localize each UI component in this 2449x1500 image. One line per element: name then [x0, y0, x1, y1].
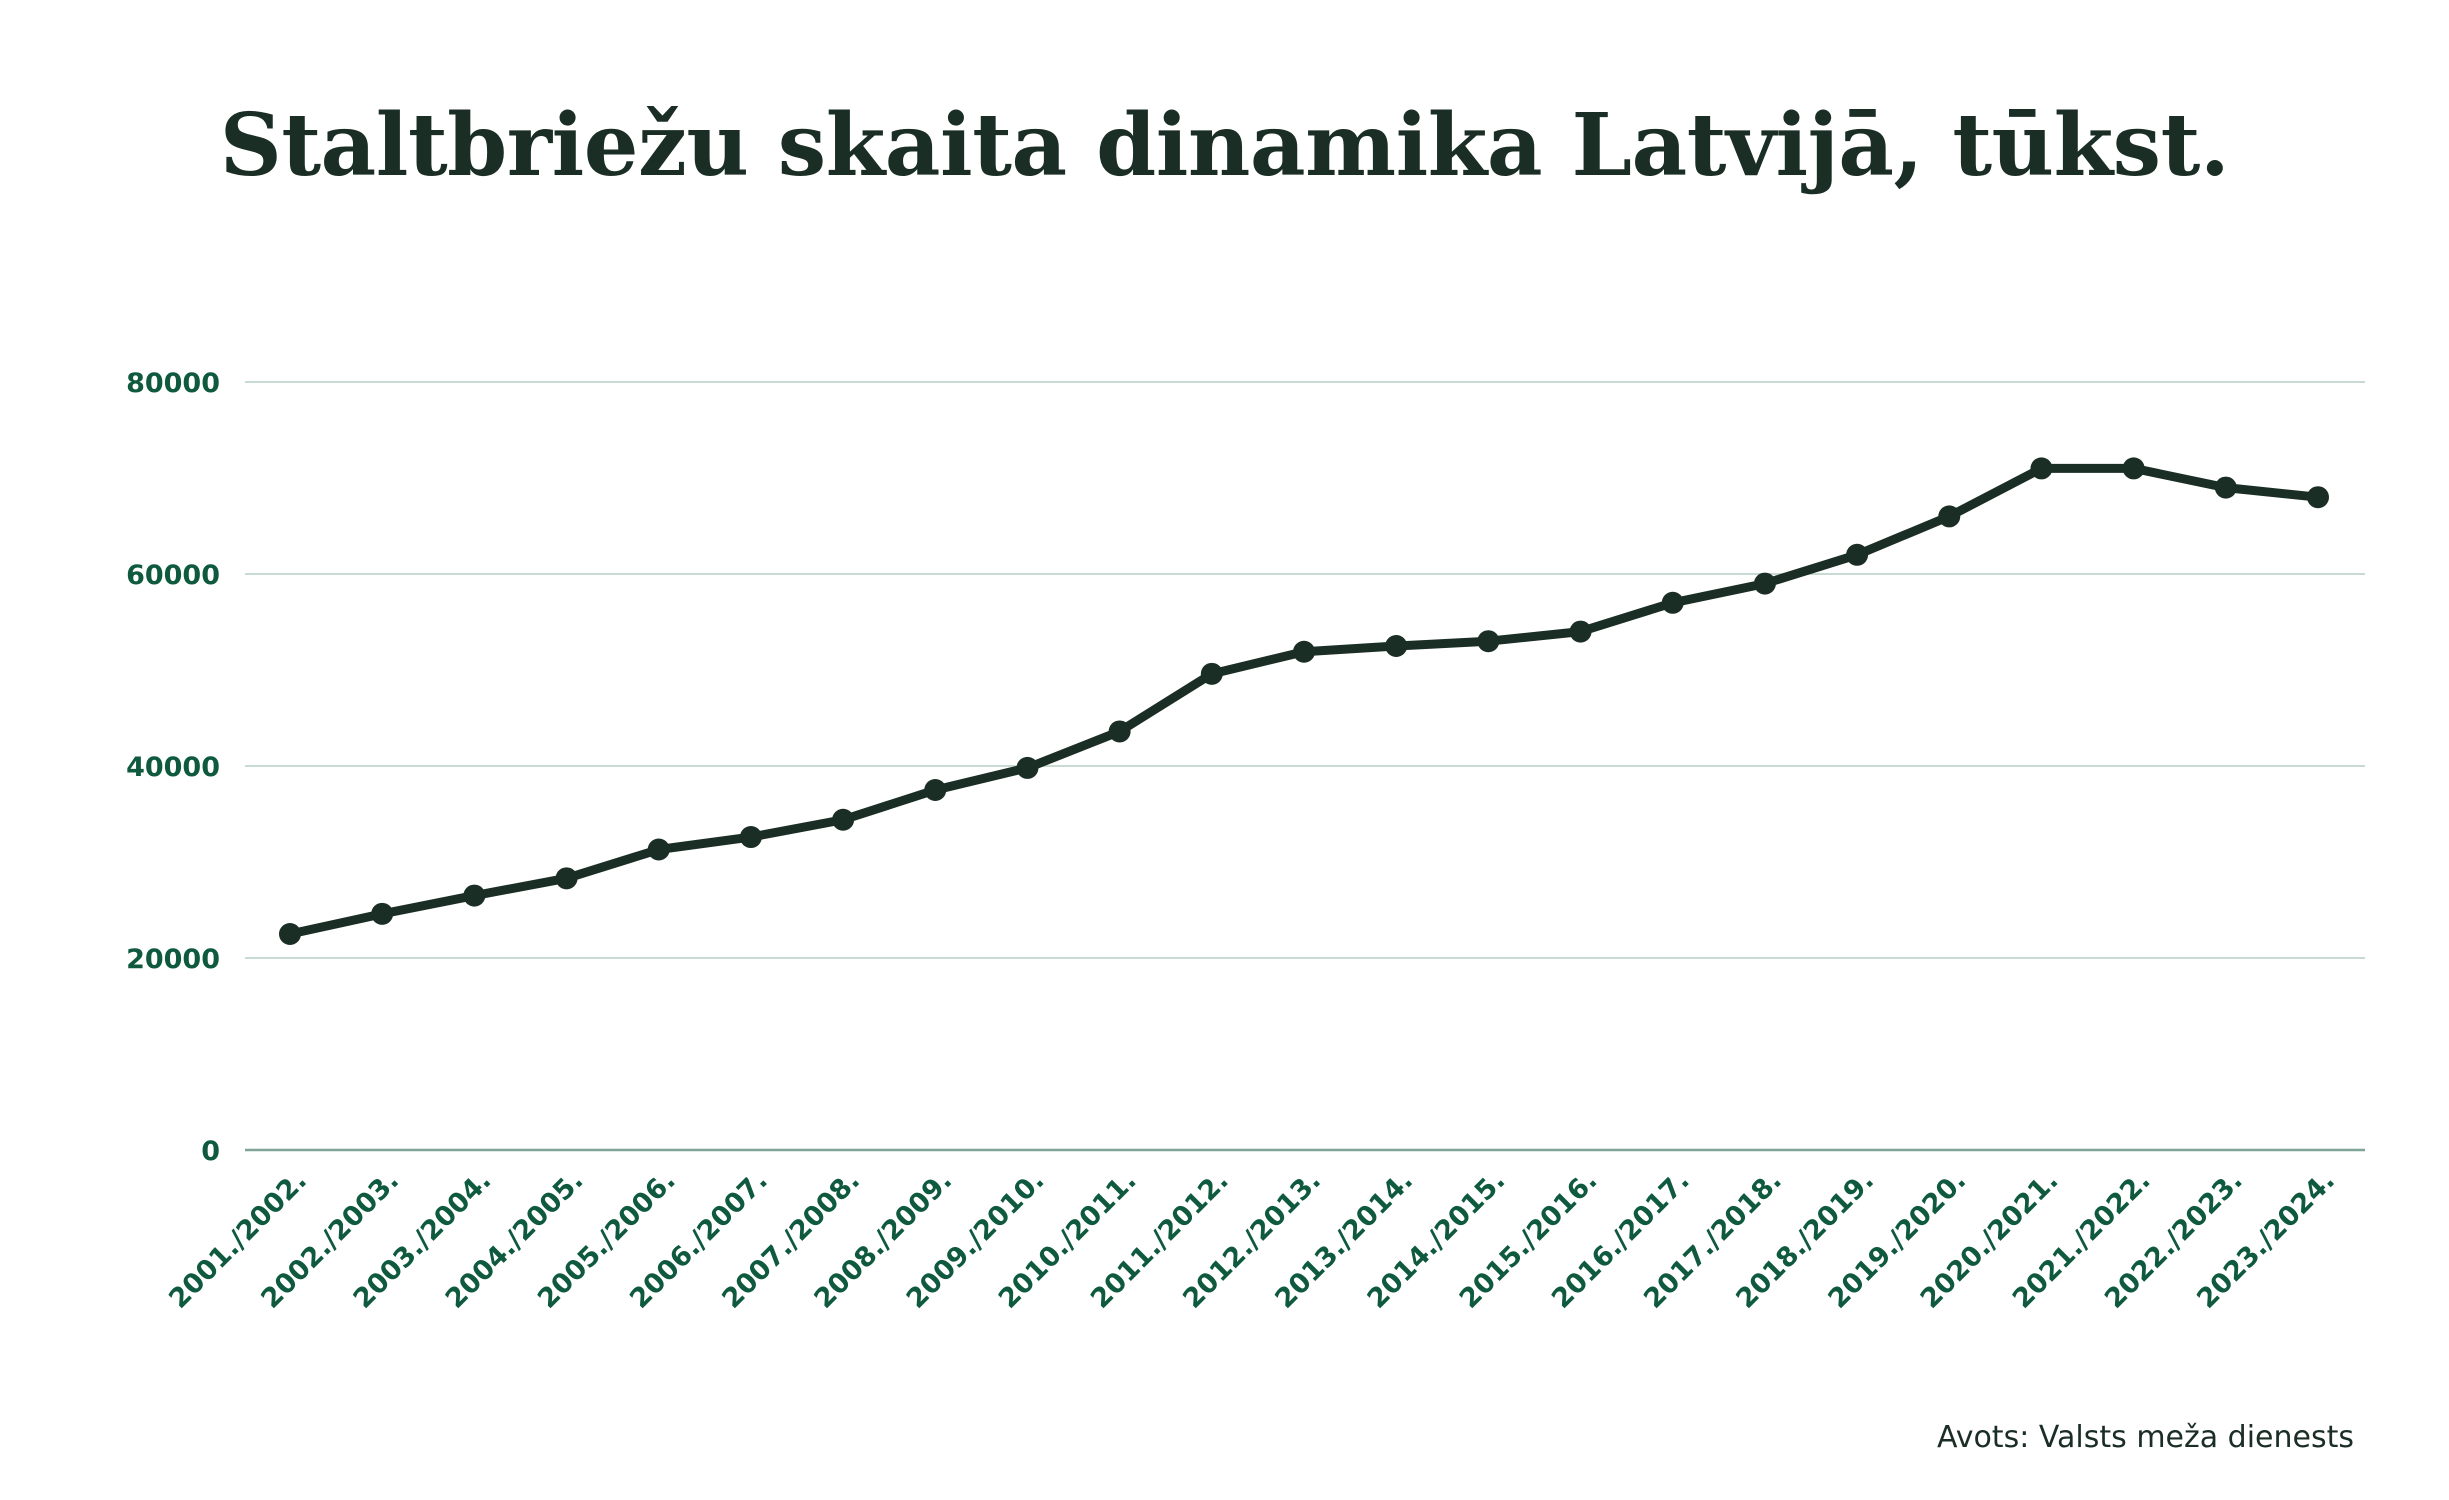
data-point — [1661, 591, 1684, 614]
data-point — [647, 838, 670, 861]
data-point — [555, 867, 578, 890]
data-point — [2122, 457, 2145, 480]
data-point — [1108, 720, 1131, 743]
data-point — [1938, 505, 1961, 528]
data-point — [739, 826, 762, 849]
y-tick-label: 80000 — [126, 368, 220, 399]
data-point — [1016, 756, 1039, 779]
data-point — [1477, 630, 1500, 653]
data-point — [463, 884, 486, 907]
chart-title: Staltbriežu skaita dinamika Latvijā, tūk… — [219, 95, 2230, 196]
series-layer — [279, 457, 2329, 945]
data-point — [279, 923, 301, 945]
data-point — [832, 808, 855, 831]
x-axis-ticks: 2001./2002.2002./2003.2003./2004.2004./2… — [163, 1165, 2341, 1315]
data-point — [371, 902, 394, 925]
data-point — [1293, 640, 1315, 663]
gridlines — [245, 381, 2365, 1152]
data-point — [1846, 543, 1869, 566]
data-point — [924, 779, 947, 801]
data-point — [2030, 457, 2053, 480]
y-tick-label: 0 — [201, 1136, 220, 1167]
series-line — [285, 463, 2323, 939]
data-point — [1385, 635, 1408, 657]
data-point — [2214, 476, 2237, 499]
y-tick-label: 40000 — [126, 752, 220, 783]
y-axis-ticks: 0 20000 40000 60000 80000 — [126, 368, 220, 1167]
source-note: Avots: Valsts meža dienests — [1936, 1420, 2354, 1455]
data-point — [1200, 662, 1223, 685]
data-point — [1753, 572, 1776, 595]
y-tick-label: 60000 — [126, 560, 220, 591]
y-tick-label: 20000 — [126, 944, 220, 975]
data-point — [1569, 620, 1592, 643]
data-point — [2307, 486, 2329, 509]
